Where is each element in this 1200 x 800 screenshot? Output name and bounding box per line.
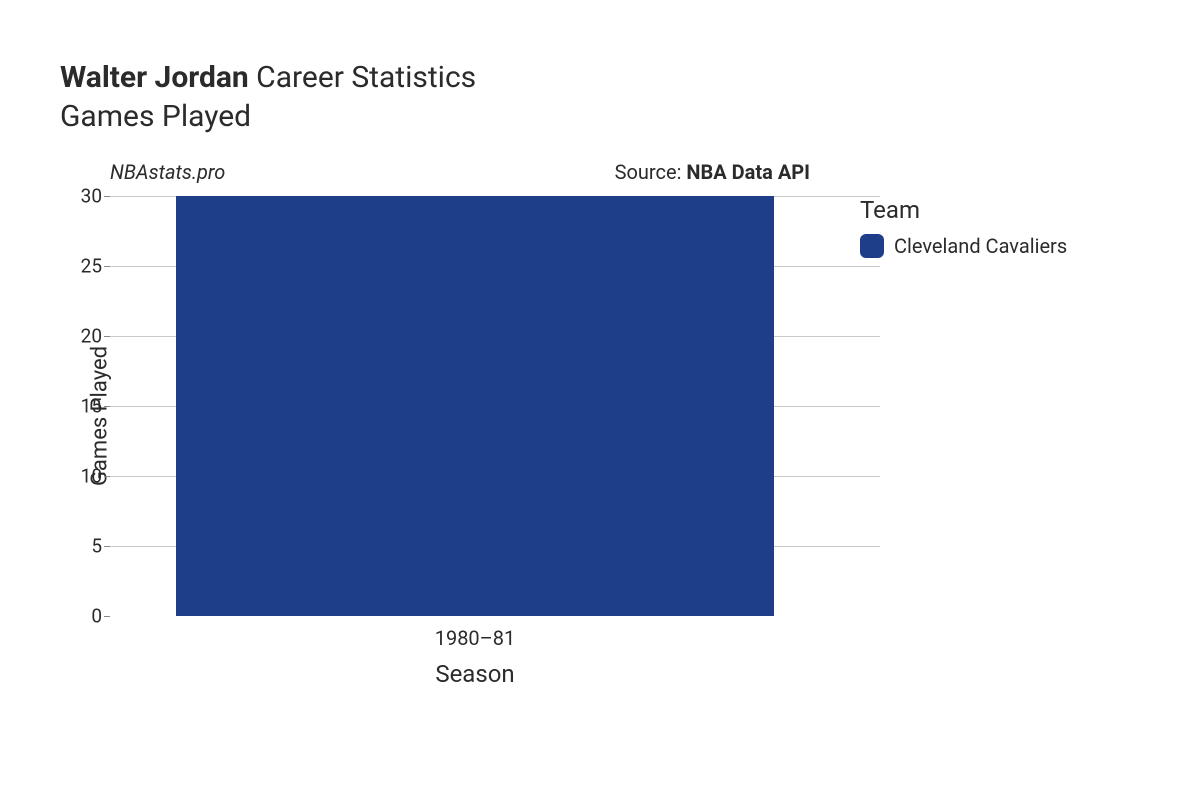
y-tick-mark	[104, 336, 110, 337]
y-tick-label: 10	[62, 465, 102, 488]
chart-title-line-1: Walter Jordan Career Statistics	[60, 60, 1170, 95]
y-tick-mark	[104, 406, 110, 407]
legend: Team Cleveland Cavaliers	[860, 196, 1067, 258]
y-tick-label: 25	[62, 255, 102, 278]
annotation-row: NBAstats.pro Source: NBA Data API	[110, 160, 810, 190]
plot-area: Season 0510152025301980–81	[110, 196, 840, 616]
title-suffix: Career Statistics	[256, 60, 476, 95]
y-tick-mark	[104, 476, 110, 477]
legend-item: Cleveland Cavaliers	[860, 234, 1067, 258]
chart-subtitle: Games Played	[60, 99, 1170, 134]
legend-swatch	[860, 234, 884, 258]
site-watermark: NBAstats.pro	[110, 160, 225, 184]
x-axis-label: Season	[435, 660, 514, 688]
y-tick-label: 5	[62, 535, 102, 558]
source-attribution: Source: NBA Data API	[615, 160, 810, 184]
y-tick-mark	[104, 616, 110, 617]
player-name: Walter Jordan	[60, 60, 249, 95]
x-tick-label: 1980–81	[435, 626, 516, 650]
legend-item-label: Cleveland Cavaliers	[894, 234, 1067, 258]
y-tick-label: 20	[62, 325, 102, 348]
y-tick-label: 0	[62, 605, 102, 628]
legend-title: Team	[860, 196, 1067, 224]
source-prefix: Source:	[615, 160, 687, 184]
y-tick-mark	[104, 546, 110, 547]
y-tick-label: 30	[62, 185, 102, 208]
y-tick-mark	[104, 266, 110, 267]
bar	[176, 196, 775, 616]
y-tick-mark	[104, 196, 110, 197]
y-tick-label: 15	[62, 395, 102, 418]
source-name: NBA Data API	[686, 160, 810, 184]
